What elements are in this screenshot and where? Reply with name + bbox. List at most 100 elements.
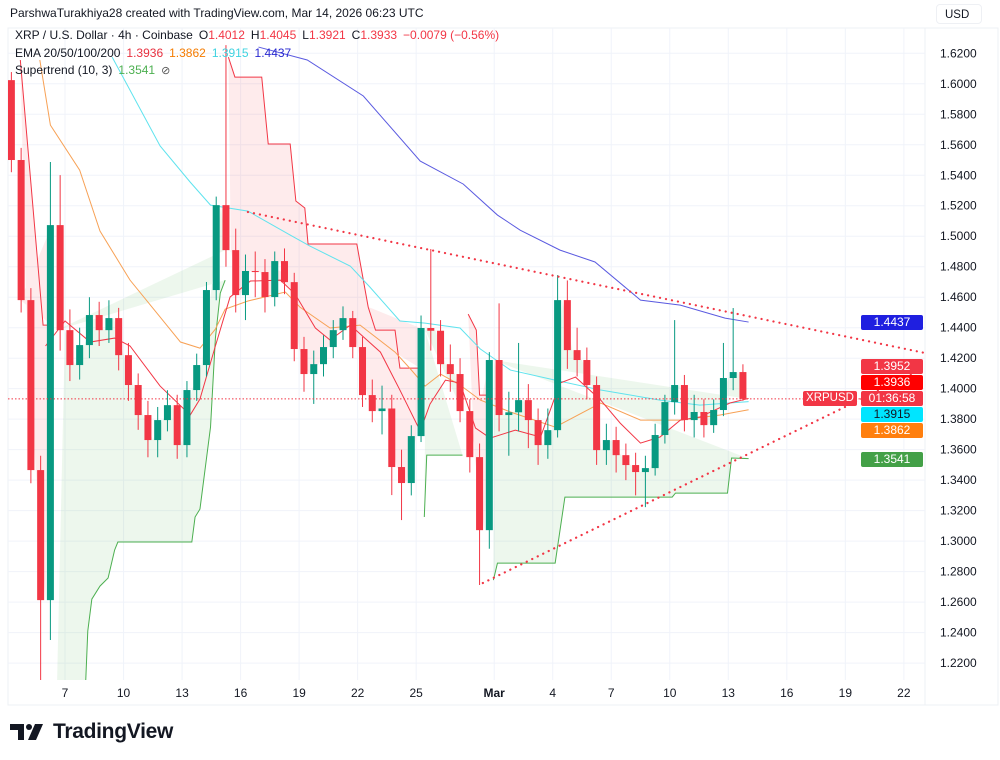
candle[interactable] [466,399,474,473]
candle[interactable] [456,358,464,423]
candle[interactable] [232,228,240,313]
candle[interactable] [417,315,425,443]
candle[interactable] [144,400,152,458]
candle[interactable] [76,327,84,380]
candle[interactable] [320,335,328,377]
time-tick-label: 10 [117,686,131,700]
candle-body [700,412,708,426]
candle[interactable] [124,342,132,401]
candle[interactable] [212,196,220,301]
candle-body [661,402,669,436]
candle[interactable] [368,379,376,423]
candle[interactable] [251,251,259,298]
candle[interactable] [573,327,581,377]
countdown-label: 01:36:58 [861,391,923,406]
supertrend-line-down [467,313,491,396]
candle[interactable] [388,394,396,496]
candle[interactable] [622,443,630,481]
candle[interactable] [427,249,435,351]
candle[interactable] [37,455,45,680]
candle[interactable] [163,390,171,432]
candle[interactable] [719,342,727,417]
tradingview-logo[interactable]: TradingView [10,720,173,744]
candle[interactable] [437,320,445,377]
candle[interactable] [495,303,503,432]
ohlc-open: O1.4012 [198,28,245,42]
candle[interactable] [17,147,25,313]
currency-button[interactable]: USD [936,4,982,24]
candle[interactable] [671,320,679,415]
candle[interactable] [8,72,15,173]
candle[interactable] [115,307,123,371]
candles[interactable] [8,45,747,680]
candle[interactable] [398,449,406,521]
candle[interactable] [271,251,279,307]
candle[interactable] [739,364,747,401]
candle[interactable] [202,281,210,377]
candle-body [554,300,562,431]
hidden-eye-icon[interactable]: ⊘ [161,65,171,77]
candle[interactable] [359,336,367,407]
price-tick-label: 1.3400 [940,473,977,487]
candle[interactable] [310,350,318,404]
candle[interactable] [193,353,201,401]
ema20-price-label: 1.3936 [861,375,923,390]
legend-symbol-row[interactable]: XRP / U.S. Dollar · 4h · Coinbase O1.401… [15,27,499,45]
candle[interactable] [524,384,532,449]
candle[interactable] [593,376,601,465]
candle[interactable] [544,408,552,459]
candle[interactable] [95,301,103,346]
candle[interactable] [515,342,523,432]
candle[interactable] [66,309,74,382]
candle[interactable] [407,425,415,496]
candle[interactable] [641,455,649,508]
price-axis[interactable]: 1.2200 1.2400 1.2600 1.2800 1.3000 1.3200 1.34… [940,46,977,670]
candle[interactable] [349,310,357,359]
candle[interactable] [710,399,718,433]
candle[interactable] [602,423,610,465]
candle[interactable] [222,45,230,267]
candle[interactable] [534,408,542,465]
candle[interactable] [105,300,113,343]
candle[interactable] [612,426,620,473]
candle[interactable] [183,381,191,458]
candle[interactable] [56,175,64,351]
candle[interactable] [27,288,35,484]
candle[interactable] [378,385,386,435]
time-axis[interactable]: 7 10 13 16 19 22 25 Mar 4 7 10 13 16 19 22 [62,686,911,700]
candle[interactable] [290,272,298,362]
candle[interactable] [329,320,337,359]
candle[interactable] [476,443,484,586]
candle[interactable] [700,399,708,438]
candle[interactable] [729,308,737,391]
candle[interactable] [46,161,54,641]
candle[interactable] [680,374,688,432]
candle[interactable] [446,344,454,392]
candle[interactable] [261,259,269,313]
candle[interactable] [661,394,669,444]
candle[interactable] [485,352,493,549]
candle[interactable] [554,275,562,438]
dotted-trendline[interactable] [246,210,925,355]
candle[interactable] [339,306,347,340]
price-tick-label: 1.3800 [940,412,977,426]
legend-ema-row[interactable]: EMA 20/50/100/200 1.3936 1.3862 1.3915 1… [15,45,499,63]
candle[interactable] [241,254,249,321]
candle-body [251,270,259,273]
candle[interactable] [280,248,288,295]
time-tick-label: 13 [722,686,736,700]
candle[interactable] [505,391,513,456]
candle[interactable] [134,373,142,430]
candle[interactable] [651,423,659,476]
candle[interactable] [85,297,93,359]
candle[interactable] [583,347,591,400]
legend-supertrend-row[interactable]: Supertrend (10, 3) 1.3541 ⊘ [15,62,499,81]
candle[interactable] [563,280,571,369]
candle[interactable] [173,394,181,459]
candle[interactable] [154,406,162,458]
candle[interactable] [632,452,640,496]
candle[interactable] [690,394,698,438]
plot-area[interactable] [8,45,925,690]
candle[interactable] [300,336,308,392]
